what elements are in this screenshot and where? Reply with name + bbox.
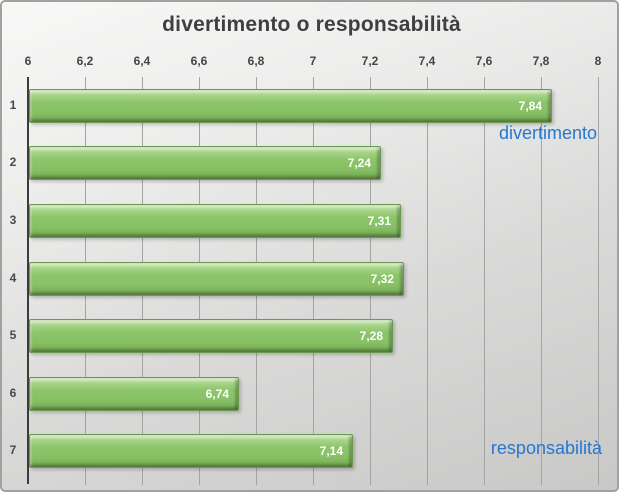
bar: 7,28 [29, 319, 393, 353]
x-axis-tick-label: 6,8 [247, 54, 265, 68]
bar-value-label: 7,84 [518, 99, 542, 113]
bar-value-label: 7,31 [367, 214, 391, 228]
x-axis-tick-label: 6,6 [190, 54, 208, 68]
x-axis-tick-label: 7,8 [532, 54, 550, 68]
bar-value-label: 7,14 [319, 444, 343, 458]
x-axis-tick-label: 7,6 [475, 54, 493, 68]
y-axis-category-label: 4 [9, 271, 17, 285]
x-axis-tick-label: 8 [594, 54, 602, 68]
y-axis-category-label: 1 [9, 98, 17, 112]
bar-value-label: 7,32 [370, 272, 394, 286]
x-axis-tick-label: 6 [24, 54, 32, 68]
x-axis-tick-label: 7,4 [418, 54, 436, 68]
y-axis-category-label: 7 [9, 443, 17, 457]
gridline [598, 77, 599, 485]
gridline [427, 77, 428, 485]
x-axis-tick-label: 6,4 [133, 54, 151, 68]
x-axis-tick-label: 7,2 [361, 54, 379, 68]
bar: 7,31 [29, 204, 401, 238]
y-axis-category-label: 2 [9, 155, 17, 169]
annotation-responsabilita: responsabilità [490, 438, 602, 458]
bar: 7,14 [29, 434, 353, 468]
bar: 7,32 [29, 262, 404, 296]
y-axis-line [27, 77, 29, 484]
chart-title: divertimento o responsabilità [162, 13, 461, 36]
bar: 6,74 [29, 377, 239, 411]
gridline [541, 77, 542, 485]
gridline [484, 77, 485, 485]
y-axis-category-label: 6 [9, 386, 17, 400]
y-axis-category-label: 3 [9, 213, 17, 227]
bar-value-label: 6,74 [205, 387, 229, 401]
bar: 7,84 [29, 89, 552, 123]
bar-value-label: 7,24 [347, 156, 371, 170]
y-axis-category-label: 5 [9, 328, 17, 342]
bar: 7,24 [29, 146, 381, 180]
x-axis-tick-label: 7 [309, 54, 317, 68]
bar-value-label: 7,28 [359, 329, 383, 343]
x-axis-tick-label: 6,2 [76, 54, 94, 68]
annotation-divertimento: divertimento [498, 123, 597, 143]
